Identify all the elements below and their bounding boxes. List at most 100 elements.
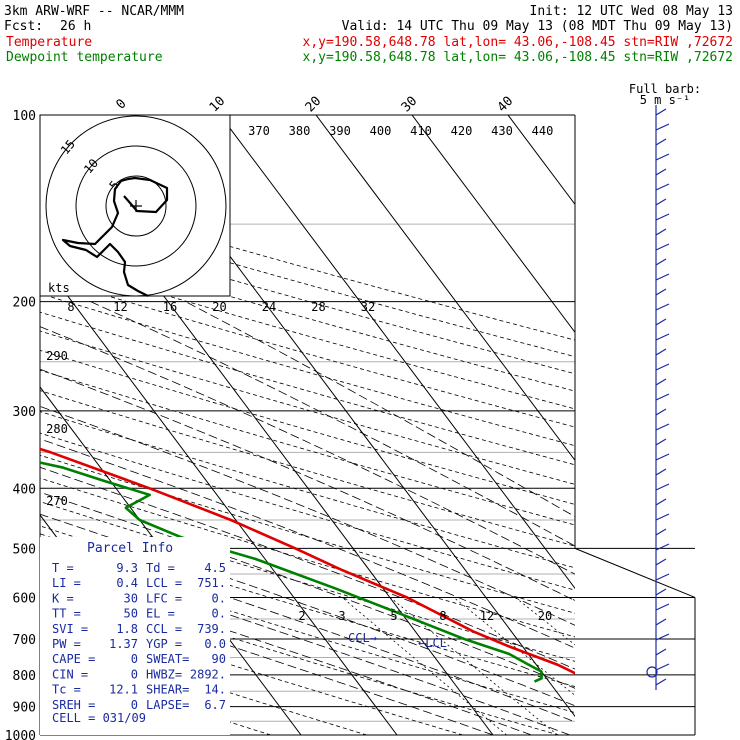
theta-label: 410 <box>410 124 432 138</box>
plot-slant-edge <box>574 547 696 598</box>
forecast-hour: 26 h <box>60 19 91 34</box>
temperature-profile <box>40 447 575 675</box>
wind-barb <box>655 618 667 626</box>
parcel-field-v2: 0. <box>212 607 226 621</box>
parcel-field-l2: Td = <box>146 561 175 575</box>
theta-label: 380 <box>289 124 311 138</box>
parcel-field-v2: 14. <box>204 683 226 697</box>
pressure-label: 600 <box>13 591 36 606</box>
parcel-field-l1: CAPE = <box>52 652 95 666</box>
dry-adiabat <box>40 501 575 662</box>
wind-barb <box>655 468 667 476</box>
pressure-label: 500 <box>13 542 36 557</box>
parcel-field-v2: 90 <box>212 652 226 666</box>
init-time: Init: 12 UTC Wed 08 May 13 <box>530 4 734 19</box>
parcel-field-l2: HWBZ= <box>146 667 182 681</box>
parcel-cell: CELL = 031/09 <box>52 711 146 725</box>
temperature-location: x,y=190.58,648.78 lat,lon= 43.06,-108.45… <box>303 35 733 50</box>
wind-barb <box>655 663 670 671</box>
parcel-field-l1: LI = <box>52 576 81 590</box>
lcl-marker: ←LCL <box>418 636 447 650</box>
dewpoint-profile <box>40 461 543 683</box>
wind-barb <box>655 183 670 191</box>
parcel-field-l1: SREH = <box>52 698 95 712</box>
parcel-field-v1: 9.3 <box>116 561 138 575</box>
moist-adiabat <box>40 533 575 723</box>
parcel-field-v2: 751. <box>197 576 226 590</box>
theta-label: 400 <box>370 124 392 138</box>
wind-barb <box>655 153 670 161</box>
lcl-label: LCL <box>425 636 447 650</box>
wind-barb <box>655 258 667 266</box>
isotherm-line <box>40 258 398 735</box>
parcel-field-v2: 0.0 <box>204 637 226 651</box>
parcel-field-v1: 0 <box>131 667 138 681</box>
parcel-field-v1: 1.8 <box>116 622 138 636</box>
wind-barb <box>655 543 670 551</box>
wind-barb <box>655 213 670 221</box>
mixing-ratio-label: 2 <box>298 609 305 623</box>
isotherm-line <box>219 115 575 590</box>
parcel-field-l2: YGP = <box>146 637 182 651</box>
hodograph-ring <box>75 145 197 267</box>
valid-time: Valid: 14 UTC Thu 09 May 13 (08 MDT Thu … <box>342 19 733 34</box>
wind-barb <box>655 633 670 641</box>
mixing-ratio-label: 5 <box>390 609 397 623</box>
pressure-label: 800 <box>13 669 36 684</box>
wind-barb <box>655 408 667 416</box>
wind-barb <box>655 573 670 581</box>
wind-barb <box>655 603 670 611</box>
hodo-axis-label: 8 <box>67 300 74 314</box>
hodograph-ring <box>105 175 167 237</box>
barb-key-value: 5 m s⁻¹ <box>640 93 691 107</box>
wind-barb <box>655 528 667 536</box>
barb-key-label: Full barb: <box>629 82 701 96</box>
parcel-field-v1: 30 <box>124 591 138 605</box>
wind-barb <box>655 123 670 131</box>
dry-adiabat-label: 290 <box>46 349 68 363</box>
pressure-label: 300 <box>13 405 36 420</box>
parcel-field-l1: T = <box>52 561 74 575</box>
hodograph-trace <box>61 176 169 297</box>
pressure-label: 400 <box>13 482 36 497</box>
wind-barb <box>655 108 667 116</box>
wind-barb <box>655 288 667 296</box>
parcel-field-l1: Tc = <box>52 683 81 697</box>
dry-adiabat <box>40 257 575 410</box>
wind-barb <box>655 483 670 491</box>
hodo-axis-label: 12 <box>113 300 127 314</box>
wind-barb <box>655 678 667 686</box>
ccl-label: CCL <box>348 631 370 645</box>
hodo-axis-label: 32 <box>361 300 375 314</box>
isotherm-label: 0 <box>113 96 129 112</box>
wind-barb <box>655 453 670 461</box>
dry-adiabat <box>40 275 575 428</box>
parcel-field-l2: EL = <box>146 607 175 621</box>
parcel-info-box: Parcel Info T = 9.3 Td = 4.5 LI = 0.4 LCL = 751… <box>40 537 230 735</box>
parcel-field-l2: LAPSE= <box>146 698 189 712</box>
isotherm-label: 20 <box>303 94 325 116</box>
model-title: 3km ARW-WRF -- NCAR/MMM <box>4 4 184 19</box>
parcel-field-l2: SWEAT= <box>146 652 189 666</box>
isotherm-line <box>411 115 575 334</box>
dewpoint-location: x,y=190.58,648.78 lat,lon= 43.06,-108.45… <box>303 50 733 65</box>
parcel-info-title: Parcel Info <box>87 541 173 556</box>
isotherm-line <box>604 115 740 735</box>
parcel-field-l1: CIN = <box>52 667 88 681</box>
theta-label: 370 <box>248 124 270 138</box>
isotherm-line <box>0 115 13 735</box>
theta-label: 390 <box>329 124 351 138</box>
mixing-ratio-label: 20 <box>538 609 552 623</box>
wind-barb <box>655 168 667 176</box>
dry-adiabat <box>40 330 575 485</box>
wind-barb <box>655 438 667 446</box>
isotherm-line <box>315 115 575 462</box>
forecast-label: Fcst: <box>4 19 43 34</box>
dry-adiabat-label: 270 <box>46 494 68 508</box>
wind-barbs <box>646 105 670 690</box>
parcel-field-v2: 4.5 <box>204 561 226 575</box>
parcel-field-v1: 0.4 <box>116 576 138 590</box>
wind-barb <box>655 333 670 341</box>
